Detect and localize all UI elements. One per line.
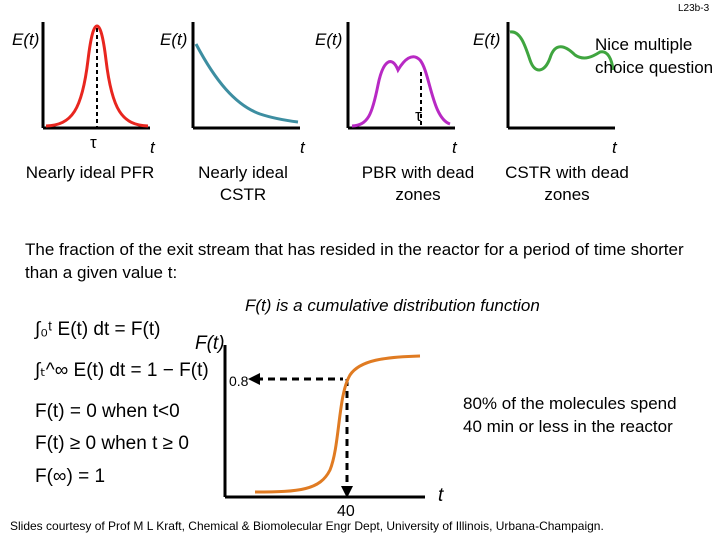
cdf-curve	[254, 354, 421, 494]
panel-xlabel: t	[452, 138, 457, 157]
footer-credit: Slides courtesy of Prof M L Kraft, Chemi…	[10, 519, 604, 533]
panel-ylabel: E(t)	[315, 30, 343, 49]
panel-caption: CSTR with dead zones	[505, 163, 629, 204]
pfr-t-label: t	[150, 138, 155, 157]
pbr-curve	[351, 55, 451, 128]
cdf-x-marker: 40	[337, 503, 355, 520]
cdf-h-arrowhead	[248, 373, 260, 385]
equation: ∫₀ᵗ E(t) dt = F(t)	[35, 319, 161, 340]
panel-caption: Nearly ideal PFR	[25, 163, 155, 182]
cdf-ylabel: F(t)	[195, 333, 225, 354]
panel-caption: PBR with dead zones	[361, 163, 475, 204]
pfr-tau: τ	[90, 133, 97, 152]
cdf-xlabel: t	[438, 485, 444, 506]
cdf-statement: F(t) is a cumulative distribution functi…	[245, 296, 540, 315]
pfr-curve	[45, 24, 149, 128]
cdf-y-marker: 0.8	[229, 373, 249, 389]
cdf-v-arrowhead	[341, 486, 353, 498]
panel-xlabel: t	[612, 138, 617, 157]
equation: ∫ₜ^∞ E(t) dt = 1 − F(t)	[35, 360, 209, 381]
panel-xlabel: t	[300, 138, 305, 157]
equation: F(∞) = 1	[35, 466, 106, 487]
cstr-curve	[194, 43, 299, 124]
cstr-dead-curve	[509, 30, 615, 72]
panel-ylabel: E(t)	[160, 30, 188, 49]
equation: F(t) ≥ 0 when t ≥ 0	[35, 433, 189, 454]
annotation: 80% of the molecules spend 40 min or les…	[463, 394, 677, 436]
pbr-tau: τ	[415, 106, 422, 125]
fraction-text: The fraction of the exit stream that has…	[25, 240, 684, 282]
panel-caption: Nearly ideal CSTR	[198, 163, 288, 204]
panel-ylabel: E(t)	[473, 30, 501, 49]
panel-ylabel: E(t)	[12, 30, 40, 49]
slide-id: L23b-3	[678, 3, 710, 14]
equation: F(t) = 0 when t<0	[35, 401, 180, 422]
question-note: Nice multiple choice question	[595, 35, 714, 77]
